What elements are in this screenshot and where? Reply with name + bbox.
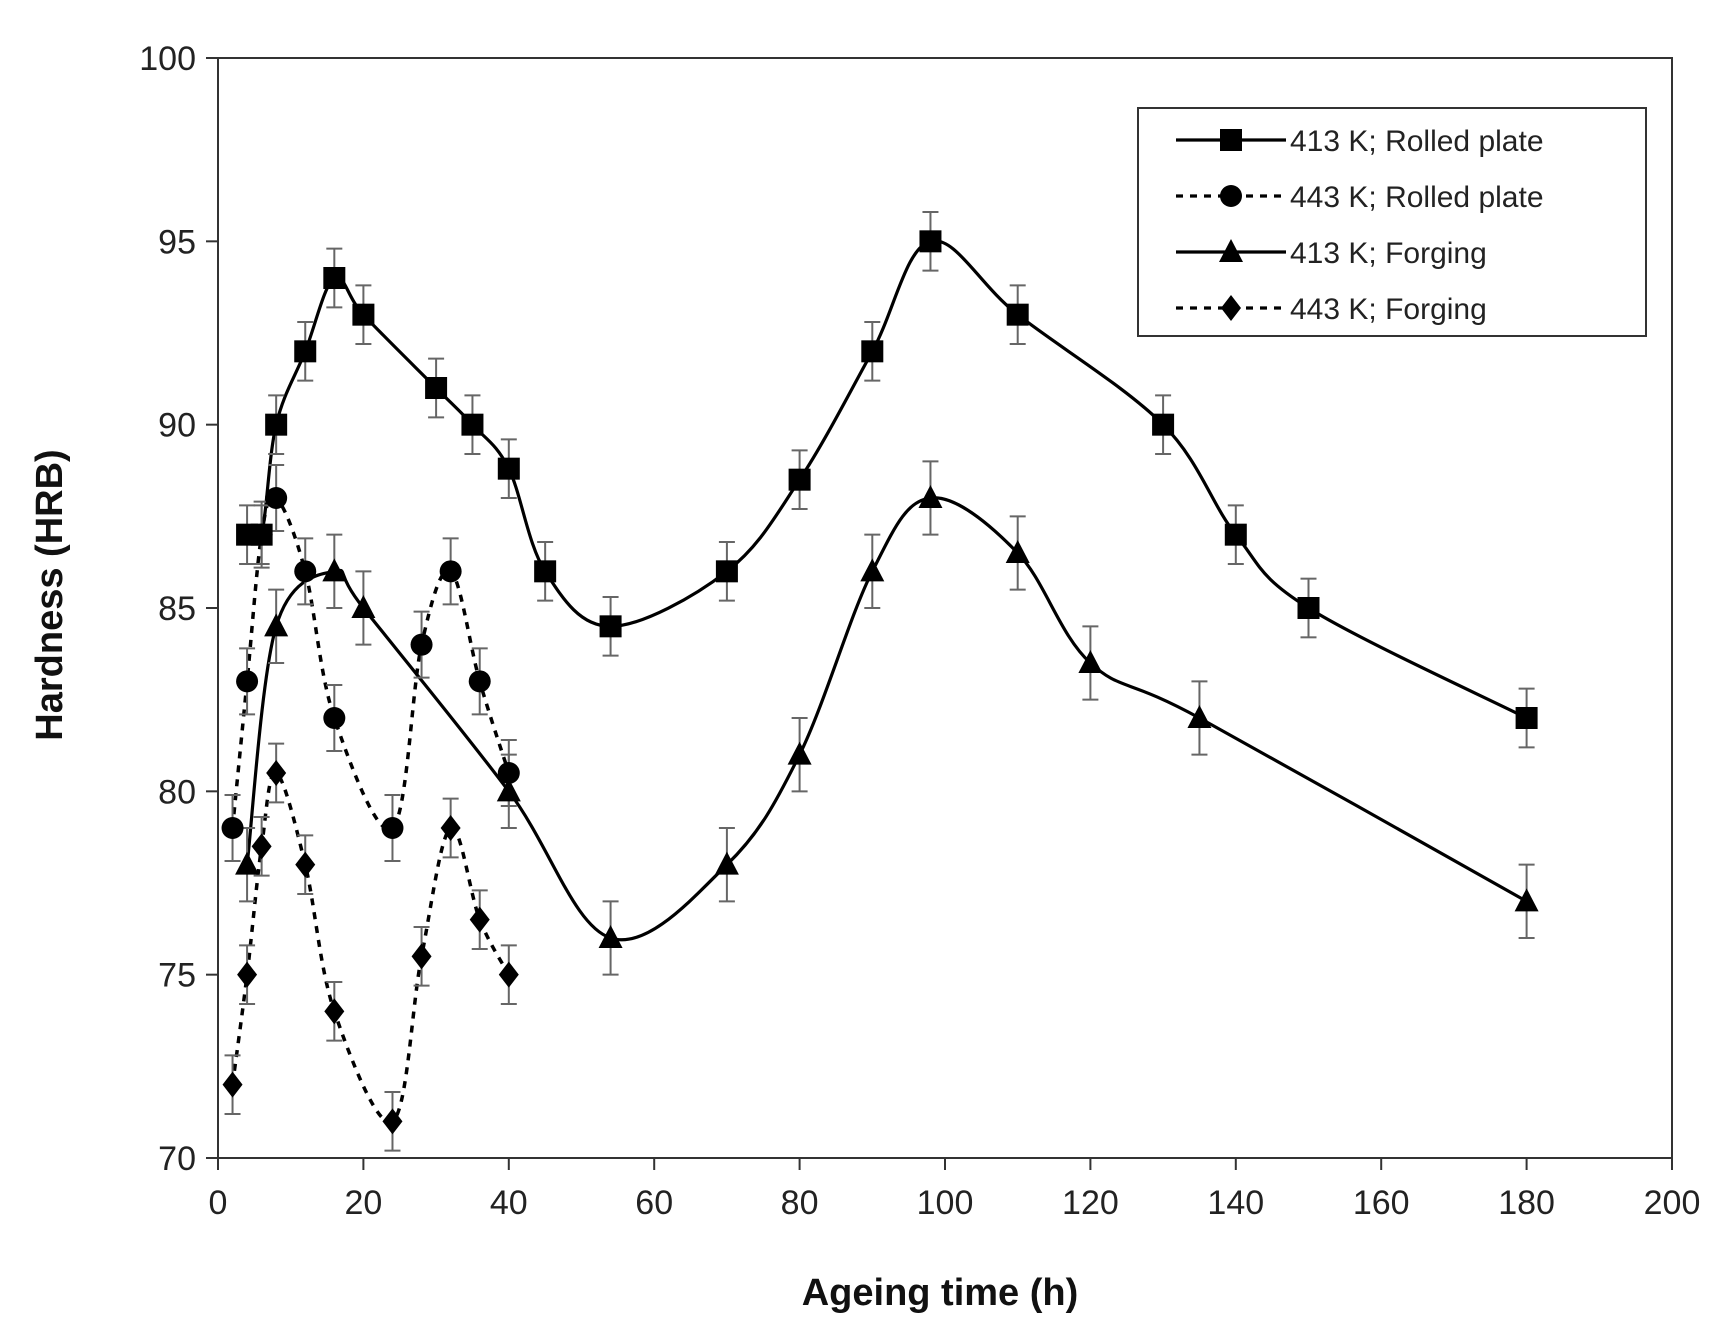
data-point-square: [534, 560, 557, 583]
data-point-circle: [410, 633, 433, 656]
data-point-triangle: [264, 613, 289, 637]
x-tick-label: 60: [635, 1184, 673, 1222]
legend-entry-label: 413 K; Forging: [1290, 237, 1487, 270]
data-point-square: [1297, 597, 1320, 619]
legend-entry-label: 443 K; Rolled plate: [1290, 181, 1544, 214]
data-point-triangle: [1514, 888, 1539, 912]
y-tick-label: 90: [158, 407, 196, 445]
y-tick-label: 75: [158, 957, 196, 995]
data-point-triangle: [787, 741, 812, 765]
legend-marker-square: [1220, 129, 1242, 151]
data-point-circle: [468, 670, 491, 693]
data-point-triangle: [235, 851, 260, 875]
data-point-circle: [439, 560, 462, 583]
data-point-square: [919, 230, 942, 253]
data-point-circle: [221, 817, 244, 839]
data-point-diamond: [251, 833, 272, 860]
x-tick-label: 20: [344, 1184, 382, 1222]
y-tick-label: 70: [158, 1140, 196, 1178]
data-point-diamond: [222, 1071, 243, 1098]
data-point-triangle: [351, 595, 376, 618]
data-point-circle: [294, 560, 317, 583]
series-curves: [230, 239, 1528, 1124]
data-point-circle: [381, 817, 404, 839]
legend-entry-label: 413 K; Rolled plate: [1290, 125, 1544, 158]
data-point-triangle: [714, 851, 739, 875]
axes: 0 20 40 60 80 100 120 140 160 180 200 70 75 80 85 90 95 1…: [139, 40, 1700, 1222]
series-line-3: [245, 496, 1528, 942]
data-point-triangle: [322, 558, 347, 582]
data-point-triangle: [1005, 540, 1030, 563]
y-tick-label: 100: [139, 40, 196, 78]
data-point-square: [461, 413, 484, 436]
legend-entry-label: 443 K; Forging: [1290, 293, 1487, 326]
data-point-diamond: [498, 961, 519, 988]
data-point-square: [323, 267, 346, 289]
data-point-triangle: [1078, 650, 1103, 673]
x-axis-title: Ageing time (h): [802, 1272, 1079, 1314]
data-point-square: [265, 413, 288, 436]
x-tick-label: 0: [209, 1184, 228, 1222]
legend-marker-circle: [1220, 185, 1242, 207]
x-tick-label: 200: [1644, 1184, 1701, 1222]
data-point-square: [1006, 303, 1029, 326]
data-point-diamond: [237, 961, 258, 988]
data-point-diamond: [324, 998, 345, 1025]
data-point-triangle: [860, 558, 885, 582]
data-point-square: [1152, 413, 1175, 436]
x-tick-label: 80: [781, 1184, 819, 1222]
data-point-circle: [265, 487, 288, 509]
series-line-1: [246, 239, 1528, 720]
data-point-circle: [497, 762, 520, 784]
data-point-circle: [323, 707, 346, 729]
data-point-square: [294, 340, 317, 363]
data-point-circle: [236, 670, 259, 693]
x-tick-label: 120: [1062, 1184, 1119, 1222]
data-point-triangle: [918, 485, 943, 508]
data-markers: [221, 230, 1539, 1135]
data-point-diamond: [382, 1108, 403, 1135]
y-tick-label: 95: [158, 223, 196, 261]
data-point-diamond: [440, 815, 461, 841]
data-point-square: [425, 377, 448, 399]
data-point-square: [788, 468, 811, 491]
data-point-triangle: [496, 778, 521, 802]
legend-marker-triangle: [1219, 239, 1243, 262]
x-tick-label: 100: [917, 1184, 974, 1222]
data-point-square: [861, 340, 884, 363]
data-point-square: [497, 457, 520, 480]
x-tick-label: 140: [1207, 1184, 1264, 1222]
data-point-circle: [250, 523, 273, 546]
y-axis-title: Hardness (HRB): [29, 449, 71, 740]
x-tick-label: 180: [1498, 1184, 1555, 1222]
data-point-square: [715, 560, 738, 583]
data-point-square: [599, 615, 622, 638]
x-tick-label: 160: [1353, 1184, 1410, 1222]
data-point-diamond: [295, 851, 316, 878]
data-point-square: [352, 303, 375, 326]
x-tick-label: 40: [490, 1184, 528, 1222]
y-tick-label: 85: [158, 590, 196, 628]
data-point-square: [1224, 523, 1247, 546]
data-point-diamond: [411, 943, 432, 970]
data-point-diamond: [266, 760, 287, 786]
legend-marker-diamond: [1221, 295, 1241, 321]
series-line-4: [230, 771, 511, 1124]
legend: 413 K; Rolled plate 443 K; Rolled plate 41…: [1137, 107, 1647, 337]
series-line-2: [230, 494, 511, 832]
y-tick-label: 80: [158, 773, 196, 811]
data-point-triangle: [598, 925, 623, 948]
data-point-diamond: [469, 906, 490, 933]
data-point-triangle: [1187, 705, 1212, 728]
data-point-square: [1515, 707, 1538, 729]
